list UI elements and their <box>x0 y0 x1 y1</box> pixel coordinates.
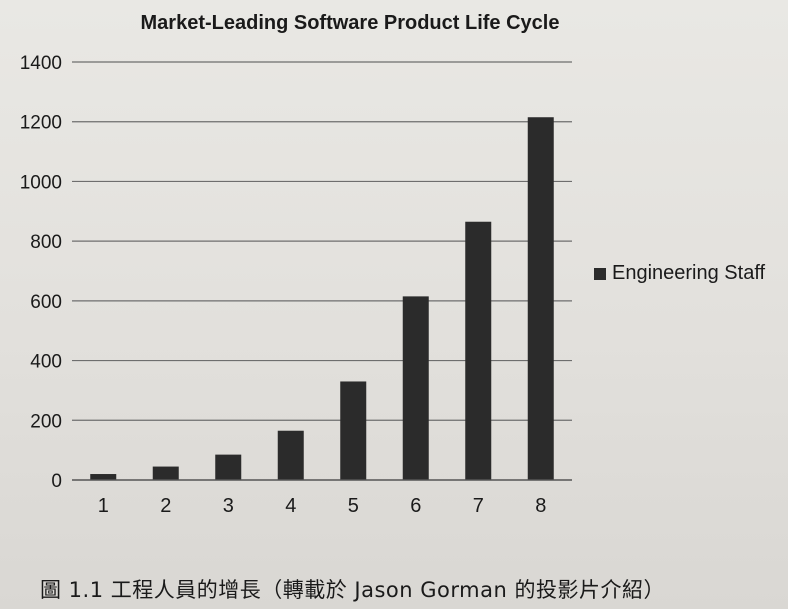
x-tick-label: 5 <box>348 495 359 517</box>
x-tick-label: 8 <box>535 495 546 517</box>
bar-7 <box>465 221 492 480</box>
bar-4 <box>277 430 304 480</box>
legend-label: Engineering Staff <box>612 262 766 284</box>
legend-swatch <box>594 267 606 280</box>
y-axis-ticks: 0 200 400 600 800 1000 1200 1400 <box>20 53 62 492</box>
y-tick-label: 600 <box>30 292 62 313</box>
x-tick-label: 7 <box>473 495 484 517</box>
y-tick-label: 1400 <box>20 53 62 74</box>
bar-chart: 0 200 400 600 800 1000 1200 1400 1 2 3 4 5 6 7 8 <box>20 53 572 517</box>
y-tick-label: 1200 <box>20 113 62 134</box>
x-axis-ticks: 1 2 3 4 5 6 7 8 <box>98 495 547 517</box>
bar-8 <box>527 117 554 480</box>
bar-3 <box>215 454 242 480</box>
y-tick-label: 1000 <box>20 172 62 193</box>
x-tick-label: 6 <box>410 495 421 517</box>
x-tick-label: 4 <box>285 495 296 517</box>
bar-1 <box>90 474 117 480</box>
gridlines <box>72 61 572 421</box>
y-tick-label: 200 <box>30 411 62 432</box>
figure-caption: 圖 1.1 工程人員的增長（轉載於 Jason Gorman 的投影片介紹） <box>40 578 665 602</box>
y-tick-label: 400 <box>30 352 62 373</box>
x-tick-label: 1 <box>98 495 109 517</box>
bars <box>90 117 554 480</box>
y-tick-label: 0 <box>51 471 62 492</box>
bar-5 <box>340 381 367 480</box>
legend: Engineering Staff <box>594 262 765 285</box>
bar-2 <box>152 466 179 480</box>
x-tick-label: 2 <box>160 495 171 517</box>
chart-title: Market-Leading Software Product Life Cyc… <box>140 12 560 34</box>
y-tick-label: 800 <box>30 232 62 253</box>
bar-6 <box>402 296 429 480</box>
x-tick-label: 3 <box>223 495 234 517</box>
